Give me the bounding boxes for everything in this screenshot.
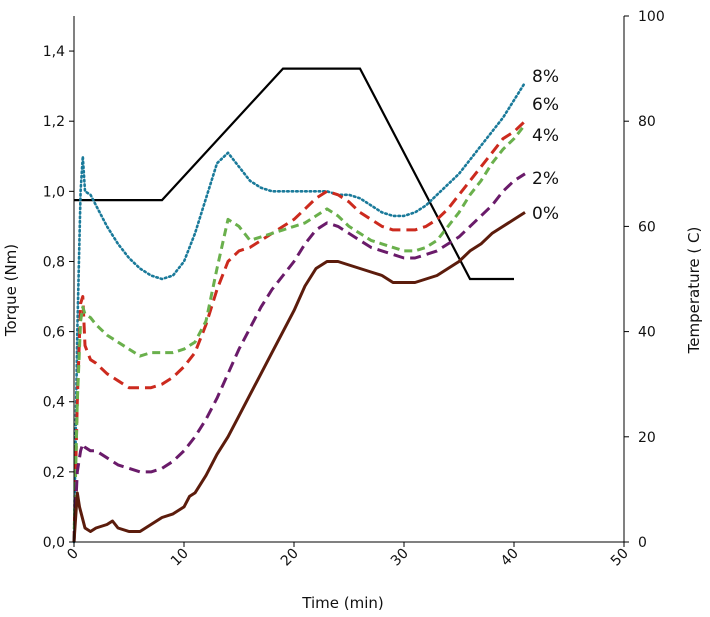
- series-label-4pct: 4%: [532, 126, 559, 146]
- axes: [73, 16, 625, 543]
- y2-tick-label: 20: [638, 430, 656, 446]
- series-line-0pct: [72, 211, 526, 543]
- y-tick-label: 1,4: [43, 44, 65, 60]
- temperature-profile: [74, 67, 514, 281]
- series-label-8pct: 8%: [532, 67, 559, 87]
- y-tick-label: 0,2: [43, 465, 65, 481]
- y2-tick-label: 100: [638, 9, 665, 25]
- series-label-2pct: 2%: [532, 169, 559, 189]
- series-line-8pct: [72, 81, 527, 544]
- series-line-2pct: [72, 172, 526, 543]
- series-label-0pct: 0%: [532, 204, 559, 224]
- ticks: 0,0 0,2 0,4 0,6 0,8 1,0 1,2 1,4 0 20 40 60 80 100 0 10 2…: [43, 9, 665, 569]
- y2-tick-label: 60: [638, 219, 656, 235]
- series-labels: 8% 6% 4% 2% 0%: [532, 67, 559, 224]
- y2-tick-label: 80: [638, 114, 656, 130]
- y-tick-label: 0,8: [43, 254, 65, 270]
- x-tick-label: 50: [608, 546, 632, 570]
- x-tick-label: 0: [64, 546, 82, 564]
- temperature-line: [74, 67, 514, 281]
- y-tick-label: 0,4: [43, 395, 65, 411]
- y-tick-label: 1,2: [43, 114, 65, 130]
- y2-axis-title: Temperature ( C): [685, 227, 703, 355]
- y2-tick-label: 40: [638, 325, 656, 341]
- series-line-6pct: [72, 120, 527, 543]
- x-tick-label: 10: [168, 546, 192, 570]
- x-axis-title: Time (min): [301, 594, 383, 612]
- y-axis-title: Torque (Nm): [2, 244, 20, 337]
- series-line-4pct: [72, 123, 527, 543]
- y-tick-label: 0,0: [43, 535, 65, 551]
- series-label-6pct: 6%: [532, 95, 559, 115]
- torque-series: [72, 81, 527, 544]
- y-tick-label: 0,6: [43, 325, 65, 341]
- x-tick-label: 20: [278, 546, 302, 570]
- x-tick-label: 30: [388, 546, 412, 570]
- x-tick-label: 40: [498, 546, 522, 570]
- y2-tick-label: 0: [638, 535, 647, 551]
- y-tick-label: 1,0: [43, 184, 65, 200]
